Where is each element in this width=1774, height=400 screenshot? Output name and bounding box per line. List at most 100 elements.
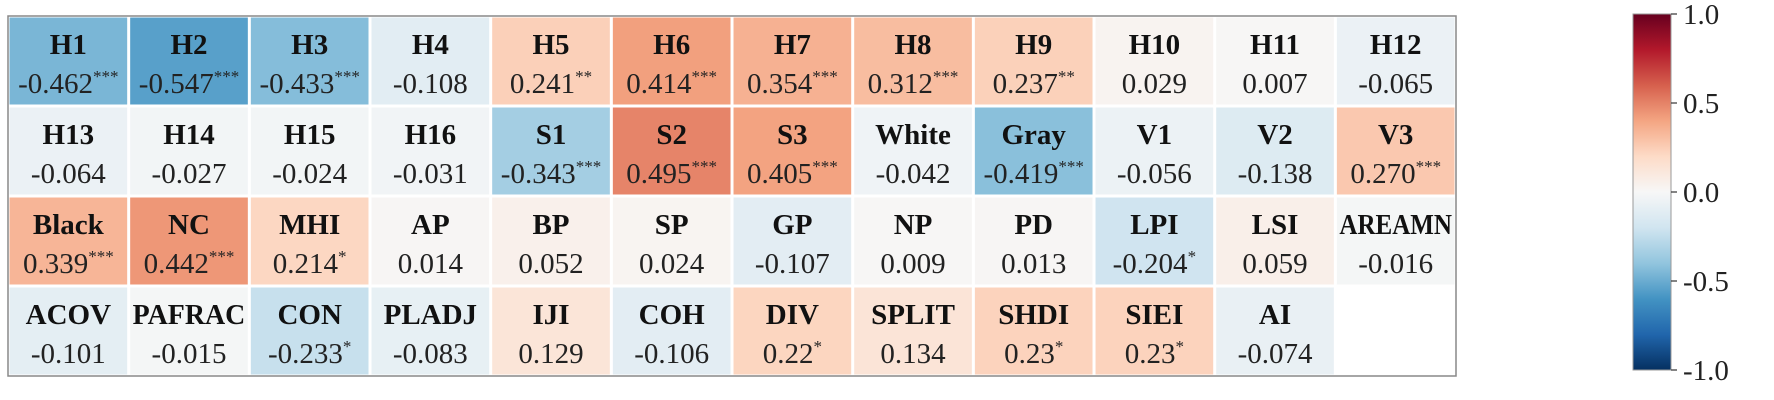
cell-value: -0.056 bbox=[1117, 158, 1192, 190]
heatmap-cell-v3: V30.270*** bbox=[1336, 107, 1455, 195]
heatmap-cell-coh: COH -0.106 bbox=[612, 287, 731, 375]
cell-label: CON bbox=[277, 299, 342, 331]
heatmap-cell-np: NP 0.009 bbox=[854, 197, 972, 285]
cell-fill bbox=[371, 17, 490, 105]
cell-label: AREAMN bbox=[1339, 209, 1452, 241]
significance-stars: *** bbox=[209, 247, 235, 266]
heatmap-cell-h2: H2-0.547*** bbox=[130, 17, 248, 105]
significance-stars: *** bbox=[576, 157, 602, 176]
cell-value: -0.027 bbox=[152, 158, 227, 190]
cell-fill bbox=[612, 17, 731, 105]
heatmap-cell-h16: H16 -0.031 bbox=[371, 107, 490, 195]
cell-fill bbox=[974, 17, 1093, 105]
colorbar-tick-label: 0.0 bbox=[1683, 177, 1719, 209]
heatmap-cell-split: SPLIT 0.134 bbox=[854, 287, 972, 375]
cell-label: LSI bbox=[1252, 209, 1299, 241]
cell-fill bbox=[371, 287, 490, 375]
cell-fill bbox=[9, 107, 128, 195]
cell-fill bbox=[1095, 107, 1214, 195]
cell-fill bbox=[612, 107, 731, 195]
cell-fill bbox=[250, 107, 369, 195]
cell-label: SP bbox=[655, 209, 689, 241]
cell-value: 0.237** bbox=[993, 67, 1075, 100]
cell-label: H9 bbox=[1015, 29, 1052, 61]
cell-value: -0.108 bbox=[393, 68, 468, 100]
cell-label: PD bbox=[1014, 209, 1053, 241]
heatmap-cell-bp: BP 0.052 bbox=[492, 197, 610, 285]
cell-label: H15 bbox=[284, 119, 336, 151]
cell-value: 0.014 bbox=[398, 248, 464, 280]
cell-fill bbox=[492, 287, 610, 375]
heatmap-cell-div: DIV 0.22* bbox=[733, 287, 852, 375]
cell-fill bbox=[9, 17, 128, 105]
cell-label: H2 bbox=[170, 29, 207, 61]
heatmap-cell-areamn: AREAMN -0.016 bbox=[1336, 197, 1455, 285]
significance-stars: * bbox=[813, 337, 822, 356]
cell-value: 0.241** bbox=[510, 67, 592, 100]
cell-label: BP bbox=[532, 209, 569, 241]
colorbar-ticks: 1.0 0.5 0.0 -0.5 -1.0 bbox=[1671, 0, 1729, 387]
cell-fill bbox=[612, 287, 731, 375]
cell-label: H16 bbox=[405, 119, 457, 151]
cell-value: -0.083 bbox=[393, 338, 468, 370]
cell-value: -0.101 bbox=[31, 338, 106, 370]
cell-fill bbox=[1095, 287, 1214, 375]
cell-fill bbox=[371, 107, 490, 195]
significance-stars: *** bbox=[692, 67, 718, 86]
cell-fill bbox=[9, 287, 128, 375]
cell-fill bbox=[130, 197, 248, 285]
cell-value: -0.074 bbox=[1238, 338, 1313, 370]
cell-fill bbox=[1095, 17, 1214, 105]
heatmap-cell-h1: H1-0.462*** bbox=[9, 17, 128, 105]
cell-fill bbox=[130, 287, 248, 375]
cell-label: LPI bbox=[1130, 209, 1178, 241]
colorbar-tick-label: -1.0 bbox=[1683, 355, 1729, 387]
colorbar: 1.0 0.5 0.0 -0.5 -1.0 bbox=[1632, 0, 1729, 387]
significance-stars: *** bbox=[812, 67, 838, 86]
cell-value: 0.134 bbox=[880, 338, 946, 370]
heatmap-cell-lpi: LPI -0.204* bbox=[1095, 197, 1214, 285]
heatmap-cell-h11: H11 0.007 bbox=[1216, 17, 1334, 105]
heatmap-cell-gp: GP -0.107 bbox=[733, 197, 852, 285]
heatmap-cell-s1: S1-0.343*** bbox=[492, 107, 610, 195]
cell-label: S1 bbox=[536, 119, 567, 151]
cell-value: -0.107 bbox=[755, 248, 830, 280]
cell-label: GP bbox=[772, 209, 812, 241]
cell-fill bbox=[371, 197, 490, 285]
heatmap-cells: H1-0.462***H2-0.547***H3-0.433*** H4 -0.10… bbox=[9, 17, 1455, 375]
heatmap-cell-h5: H5 0.241** bbox=[492, 17, 610, 105]
cell-value: -0.233* bbox=[268, 337, 351, 370]
cell-fill bbox=[733, 197, 852, 285]
heatmap-cell-h6: H60.414*** bbox=[612, 17, 731, 105]
heatmap-cell-ap: AP 0.014 bbox=[371, 197, 490, 285]
cell-fill bbox=[1216, 197, 1334, 285]
cell-value: 0.23* bbox=[1004, 337, 1063, 370]
cell-label: H10 bbox=[1129, 29, 1181, 61]
cell-value: -0.024 bbox=[272, 158, 347, 190]
cell-label: S2 bbox=[656, 119, 687, 151]
significance-stars: *** bbox=[93, 67, 119, 86]
significance-stars: *** bbox=[214, 67, 240, 86]
cell-label: AI bbox=[1259, 299, 1291, 331]
cell-label: ACOV bbox=[26, 299, 111, 331]
colorbar-tick-label: -0.5 bbox=[1683, 266, 1729, 298]
significance-stars: *** bbox=[88, 247, 114, 266]
cell-fill bbox=[1216, 107, 1334, 195]
significance-stars: * bbox=[1055, 337, 1064, 356]
heatmap-cell-h14: H14 -0.027 bbox=[130, 107, 248, 195]
cell-label: H8 bbox=[894, 29, 931, 61]
cell-value: 0.23* bbox=[1125, 337, 1184, 370]
heatmap-cell-pladj: PLADJ -0.083 bbox=[371, 287, 490, 375]
significance-stars: *** bbox=[334, 67, 360, 86]
cell-value: -0.031 bbox=[393, 158, 468, 190]
heatmap-cell-pd: PD 0.013 bbox=[974, 197, 1093, 285]
cell-label: NC bbox=[168, 209, 210, 241]
cell-value: -0.204* bbox=[1113, 247, 1196, 280]
cell-label: SHDI bbox=[998, 299, 1069, 331]
cell-fill bbox=[1216, 287, 1334, 375]
colorbar-tick-label: 0.5 bbox=[1683, 88, 1719, 120]
colorbar-tick-label: 1.0 bbox=[1683, 0, 1719, 31]
significance-stars: * bbox=[1188, 247, 1197, 266]
heatmap-cell-white: White -0.042 bbox=[854, 107, 972, 195]
